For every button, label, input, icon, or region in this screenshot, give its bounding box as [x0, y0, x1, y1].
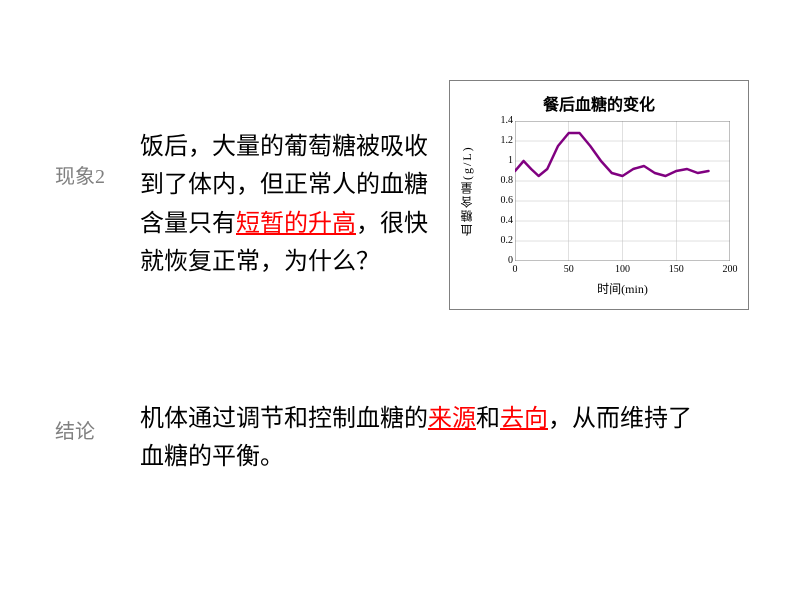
chart-plot [515, 121, 730, 261]
chart-xtick: 150 [661, 264, 691, 275]
conclusion-text: 机体通过调节和控制血糖的来源和去向，从而维持了血糖的平衡。 [140, 400, 700, 477]
phenomenon-highlight: 短暂的升高 [236, 211, 356, 237]
phenomenon-text: 饭后，大量的葡萄糖被吸收到了体内，但正常人的血糖含量只有短暂的升高，很快就恢复正… [140, 128, 450, 282]
chart-ylabel: 血糖含量(g/L) [458, 131, 475, 251]
chart-xlabel: 时间(min) [515, 280, 730, 297]
chart-ytick: 0.2 [488, 235, 513, 246]
conclusion-hl2: 去向 [500, 406, 548, 432]
chart-ytick: 1.2 [488, 135, 513, 146]
chart-ytick: 1.4 [488, 115, 513, 126]
chart-ytick: 0.4 [488, 215, 513, 226]
chart-ytick: 0.6 [488, 195, 513, 206]
chart-svg [515, 121, 730, 261]
conclusion-label: 结论 [55, 415, 95, 444]
conclusion-part2: 和 [476, 406, 500, 432]
phenomenon-label: 现象2 [55, 160, 105, 189]
chart-title: 餐后血糖的变化 [450, 91, 748, 115]
chart-xtick: 50 [554, 264, 584, 275]
conclusion-part1: 机体通过调节和控制血糖的 [140, 406, 428, 432]
chart-container: 餐后血糖的变化 血糖含量(g/L) 时间(min) 0 0.2 0.4 0.6 0.8 1… [449, 80, 749, 310]
chart-ytick: 1 [488, 155, 513, 166]
conclusion-hl1: 来源 [428, 406, 476, 432]
chart-xtick: 200 [715, 264, 745, 275]
chart-xtick: 0 [500, 264, 530, 275]
chart-xtick: 100 [608, 264, 638, 275]
chart-ytick: 0.8 [488, 175, 513, 186]
